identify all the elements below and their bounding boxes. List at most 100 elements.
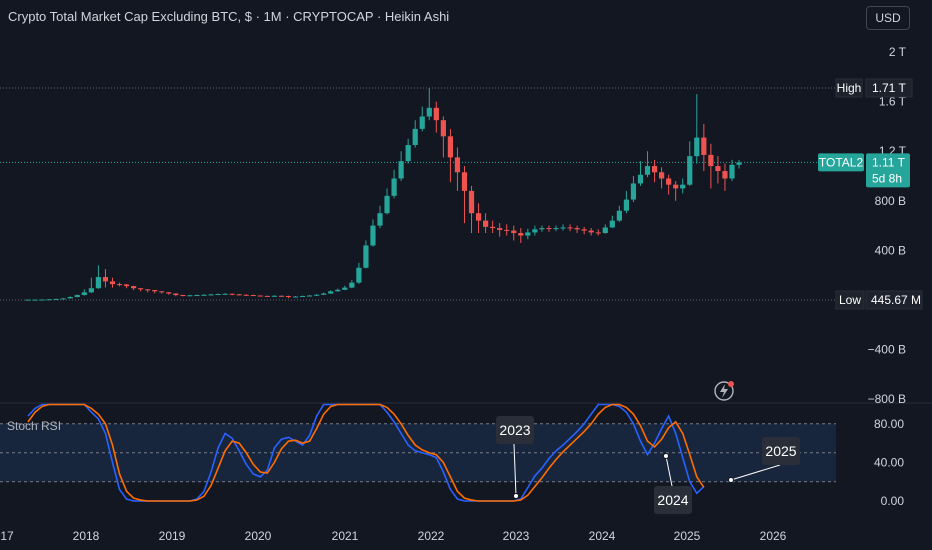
annotation-2024-point [663,453,669,459]
symbol-tag: TOTAL2 [819,155,864,169]
candle-body [553,228,559,230]
candle-body [299,296,306,298]
candle-body [680,184,686,189]
low-value: 445.67 M [871,293,921,307]
annotation-2024-pointer [665,455,673,487]
candle-body [236,294,242,296]
price-axis-tick: 2 T [889,45,907,59]
candle-body [447,136,453,158]
candle-body [461,172,468,191]
candle-body [454,157,461,173]
candle-body [419,116,425,129]
candle-body [715,166,721,172]
candle-body [370,225,376,246]
candle-body [546,228,552,230]
candle-body [356,267,362,283]
time-axis-tick: 2023 [503,529,530,543]
candle-body [574,228,580,230]
low-label-box [835,290,865,310]
candle-body [644,166,651,175]
candle-body [616,210,622,221]
candle-body [328,291,334,294]
currency-button[interactable]: USD [866,6,910,30]
candle-body [468,190,475,214]
candle-body [490,226,496,229]
time-axis-tick: 2019 [159,529,186,543]
candle-body [102,277,109,282]
candle-body [187,295,193,297]
price-axis-tick: 400 B [875,243,906,257]
candle-body [307,295,313,297]
candle-body [39,299,45,301]
candle-body [32,299,38,301]
candle-body [243,294,249,296]
candle-body [145,289,151,291]
annotation-2024-box [654,486,692,514]
candle-body [659,172,665,179]
annotation-2023-point [513,493,519,499]
candle-body [602,227,608,234]
candle-body [314,294,320,296]
candle-body [321,293,327,295]
candle-body [532,229,538,233]
candle-body [504,229,510,231]
candle-body [363,245,369,268]
candle-body [208,294,214,296]
time-axis-tick: 17 [0,529,14,543]
annotation-2025-label: 2025 [765,443,796,459]
price-axis-tick: 1.2 T [879,144,907,158]
candle-body [398,161,404,179]
candle-body [483,220,489,227]
candle-body [285,296,292,298]
candle-body [391,178,397,196]
high-label: High [837,81,862,95]
time-axis-tick: 2024 [589,529,616,543]
candle-body [708,154,714,167]
time-axis-tick: 2026 [760,529,787,543]
price-axis-tick: 1.6 T [879,95,907,109]
candle-body [46,299,52,301]
high-value: 1.71 T [872,81,906,95]
lightning-alert-icon[interactable] [714,381,734,401]
candle-body [60,298,66,300]
candle-body [194,295,200,297]
low-label: Low [839,293,861,307]
candle-body [475,213,482,221]
candle-body [623,199,629,211]
candle-body [433,107,439,121]
candle-body [701,137,707,155]
time-axis-tick: 2018 [73,529,100,543]
candle-body [567,227,573,229]
candle-body [74,295,80,298]
candle-body [88,288,94,293]
chart-title: Crypto Total Market Cap Excluding BTC, $… [8,9,450,24]
candle-body [637,174,644,184]
candle-body [729,164,735,179]
candle-body [264,295,270,297]
candle-body [518,233,524,236]
candle-body [377,213,383,226]
candle-body [349,282,355,288]
rsi-axis-tick: 0.00 [881,494,905,508]
candle-body [722,171,728,179]
annotation-2023-label: 2023 [499,422,530,438]
candle-body [426,107,432,117]
candle-body [335,289,341,292]
candle-body [292,296,299,298]
lightning-bolt-icon [720,384,728,398]
candle-body [666,178,672,185]
annotation-2025-point [728,477,734,483]
candle-body [116,284,123,286]
candle-body [138,288,144,290]
candle-body [687,156,693,185]
annotation-2025-box [762,437,800,465]
candle-body [81,292,87,296]
candle-body [229,293,235,295]
candle-body [673,184,679,189]
candle-body [271,295,277,297]
rsi-axis-tick: 80.00 [874,417,904,431]
annotation-2025-pointer [730,464,781,481]
candle-body [215,294,221,296]
